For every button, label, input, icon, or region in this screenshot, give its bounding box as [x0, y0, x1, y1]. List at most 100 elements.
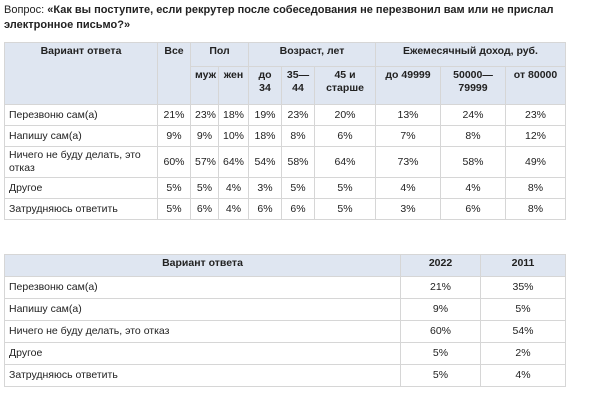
table-row: Ничего не буду делать, это отказ 60% 57% 64…	[4, 146, 567, 178]
group-header: Пол	[190, 42, 249, 67]
answer-cell: Перезвоню сам(а)	[4, 104, 158, 126]
value-cell: 23%	[190, 104, 219, 126]
subheader-cell: 45 и старше	[314, 66, 376, 105]
table-row: Затрудняюсь ответить 5% 6% 4% 6% 6% 5% 3% 6% 8%	[4, 198, 567, 220]
value-cell: 4%	[440, 177, 506, 199]
value-cell: 54%	[480, 320, 566, 343]
answer-cell: Другое	[4, 177, 158, 199]
group-header: Ежемесячный доход, руб.	[374, 42, 567, 67]
subheader-cell: до 34	[248, 66, 282, 105]
value-cell: 57%	[190, 146, 219, 178]
value-cell: 73%	[375, 146, 441, 178]
value-cell: 9%	[157, 125, 191, 147]
answer-cell: Перезвоню сам(а)	[4, 276, 401, 299]
value-cell: 21%	[157, 104, 191, 126]
value-cell: 3%	[375, 198, 441, 220]
question-label: Вопрос:	[4, 4, 45, 16]
subheader-cell: жен	[218, 66, 249, 105]
header-cell: Все	[157, 42, 191, 105]
question-text: «Как вы поступите, если рекрутер после с…	[4, 4, 554, 31]
value-cell: 20%	[314, 104, 376, 126]
table-row: Перезвоню сам(а) 21% 23% 18% 19% 23% 20% 13% 24%…	[4, 104, 567, 126]
value-cell: 10%	[218, 125, 249, 147]
value-cell: 58%	[281, 146, 315, 178]
value-cell: 6%	[248, 198, 282, 220]
value-cell: 19%	[248, 104, 282, 126]
answer-cell: Затрудняюсь ответить	[4, 364, 401, 387]
subheader-cell: до 49999	[375, 66, 441, 105]
value-cell: 24%	[440, 104, 506, 126]
header-cell: 2011	[480, 254, 566, 277]
table-by-year: Вариант ответа 2022 2011 Перезвоню сам(а) 21…	[4, 254, 566, 387]
value-cell: 4%	[218, 177, 249, 199]
table-row: Напишу сам(а) 9% 9% 10% 18% 8% 6% 7% 8% 12%	[4, 125, 567, 147]
value-cell: 6%	[314, 125, 376, 147]
value-cell: 6%	[190, 198, 219, 220]
value-cell: 18%	[218, 104, 249, 126]
table-row: Напишу сам(а) 9% 5%	[4, 298, 566, 321]
question: Вопрос: «Как вы поступите, если рекрутер…	[4, 3, 564, 33]
value-cell: 64%	[314, 146, 376, 178]
value-cell: 5%	[314, 198, 376, 220]
value-cell: 8%	[504, 177, 567, 199]
value-cell: 54%	[248, 146, 282, 178]
value-cell: 5%	[400, 342, 481, 365]
value-cell: 5%	[314, 177, 376, 199]
value-cell: 2%	[480, 342, 566, 365]
answer-cell: Затрудняюсь ответить	[4, 198, 158, 220]
table-row: Другое 5% 2%	[4, 342, 566, 365]
value-cell: 9%	[190, 125, 219, 147]
value-cell: 60%	[157, 146, 191, 178]
table-row: Другое 5% 5% 4% 3% 5% 5% 4% 4% 8%	[4, 177, 567, 199]
value-cell: 5%	[157, 177, 191, 199]
table-row: Затрудняюсь ответить 5% 4%	[4, 364, 566, 387]
table-row: Ничего не буду делать, это отказ 60% 54%	[4, 320, 566, 343]
value-cell: 49%	[504, 146, 567, 178]
value-cell: 13%	[375, 104, 441, 126]
value-cell: 6%	[440, 198, 506, 220]
header-cell: 2022	[400, 254, 481, 277]
value-cell: 5%	[190, 177, 219, 199]
table-by-groups: Вариант ответа Все Пол Возраст, лет Ежемесяч…	[4, 42, 567, 220]
value-cell: 60%	[400, 320, 481, 343]
value-cell: 23%	[281, 104, 315, 126]
answer-cell: Ничего не буду делать, это отказ	[4, 320, 401, 343]
value-cell: 9%	[400, 298, 481, 321]
value-cell: 5%	[157, 198, 191, 220]
answer-cell: Напишу сам(а)	[4, 125, 158, 147]
value-cell: 7%	[375, 125, 441, 147]
value-cell: 3%	[248, 177, 282, 199]
header-row: Вариант ответа Все Пол Возраст, лет Ежемесяч…	[4, 42, 567, 105]
subheader-cell: 35—44	[281, 66, 315, 105]
subheader-cell: от 80000	[504, 66, 567, 105]
group-header: Возраст, лет	[248, 42, 376, 67]
table-row: Перезвоню сам(а) 21% 35%	[4, 276, 566, 299]
value-cell: 21%	[400, 276, 481, 299]
subheader-cell: муж	[190, 66, 219, 105]
answer-cell: Другое	[4, 342, 401, 365]
value-cell: 64%	[218, 146, 249, 178]
value-cell: 8%	[504, 198, 567, 220]
value-cell: 5%	[281, 177, 315, 199]
value-cell: 58%	[440, 146, 506, 178]
value-cell: 5%	[400, 364, 481, 387]
value-cell: 6%	[281, 198, 315, 220]
value-cell: 8%	[440, 125, 506, 147]
value-cell: 4%	[375, 177, 441, 199]
subheader-cell: 50000—79999	[440, 66, 506, 105]
value-cell: 12%	[504, 125, 567, 147]
value-cell: 5%	[480, 298, 566, 321]
value-cell: 23%	[504, 104, 567, 126]
header-row: Вариант ответа 2022 2011	[4, 254, 566, 277]
header-cell: Вариант ответа	[4, 254, 401, 277]
value-cell: 18%	[248, 125, 282, 147]
value-cell: 35%	[480, 276, 566, 299]
header-cell: Вариант ответа	[4, 42, 158, 105]
value-cell: 8%	[281, 125, 315, 147]
answer-cell: Ничего не буду делать, это отказ	[4, 146, 158, 178]
answer-cell: Напишу сам(а)	[4, 298, 401, 321]
value-cell: 4%	[218, 198, 249, 220]
value-cell: 4%	[480, 364, 566, 387]
